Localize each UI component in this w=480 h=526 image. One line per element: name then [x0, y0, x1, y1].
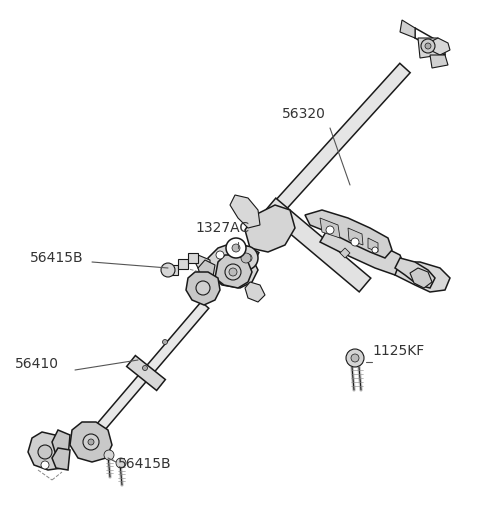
- Polygon shape: [52, 430, 70, 458]
- Circle shape: [196, 281, 210, 295]
- Circle shape: [38, 445, 52, 459]
- Circle shape: [104, 450, 114, 460]
- Polygon shape: [320, 225, 405, 275]
- Text: 1125KF: 1125KF: [372, 344, 424, 358]
- Polygon shape: [368, 238, 378, 252]
- Polygon shape: [231, 244, 259, 272]
- Circle shape: [226, 238, 246, 258]
- Polygon shape: [273, 63, 410, 213]
- Polygon shape: [70, 422, 112, 462]
- Polygon shape: [264, 198, 371, 292]
- Circle shape: [88, 439, 94, 445]
- Circle shape: [234, 246, 258, 270]
- Circle shape: [143, 366, 147, 370]
- Polygon shape: [305, 210, 392, 258]
- Circle shape: [425, 43, 431, 49]
- Polygon shape: [127, 356, 166, 390]
- Circle shape: [232, 244, 240, 252]
- Circle shape: [351, 238, 359, 246]
- Circle shape: [216, 251, 224, 259]
- Polygon shape: [52, 448, 70, 470]
- Text: 56320: 56320: [282, 107, 326, 121]
- Polygon shape: [186, 272, 220, 305]
- Polygon shape: [245, 282, 265, 302]
- Polygon shape: [28, 432, 68, 470]
- Polygon shape: [340, 248, 350, 258]
- Circle shape: [351, 354, 359, 362]
- Polygon shape: [200, 278, 215, 295]
- Text: 56410: 56410: [15, 357, 59, 371]
- Circle shape: [346, 349, 364, 367]
- Polygon shape: [400, 20, 415, 38]
- Circle shape: [372, 247, 378, 253]
- Text: 56415B: 56415B: [30, 251, 84, 265]
- Polygon shape: [430, 55, 448, 68]
- Circle shape: [83, 434, 99, 450]
- Polygon shape: [188, 253, 198, 263]
- Polygon shape: [230, 195, 260, 228]
- Polygon shape: [168, 265, 178, 275]
- Polygon shape: [348, 228, 363, 245]
- Polygon shape: [195, 255, 210, 275]
- Polygon shape: [215, 255, 252, 288]
- Circle shape: [421, 39, 435, 53]
- Circle shape: [41, 461, 49, 469]
- Polygon shape: [395, 262, 450, 292]
- Polygon shape: [245, 205, 295, 252]
- Text: 1327AC: 1327AC: [195, 221, 249, 235]
- Polygon shape: [428, 38, 450, 55]
- Polygon shape: [84, 302, 209, 445]
- Circle shape: [116, 458, 126, 468]
- Circle shape: [241, 253, 251, 263]
- Circle shape: [225, 264, 241, 280]
- Polygon shape: [178, 259, 188, 269]
- Circle shape: [161, 263, 175, 277]
- Circle shape: [244, 254, 252, 262]
- Circle shape: [163, 339, 168, 345]
- Circle shape: [229, 268, 237, 276]
- Polygon shape: [320, 218, 340, 238]
- Polygon shape: [410, 268, 432, 288]
- Polygon shape: [198, 260, 215, 282]
- Circle shape: [326, 226, 334, 234]
- Polygon shape: [208, 242, 258, 288]
- Polygon shape: [395, 258, 435, 288]
- Polygon shape: [418, 38, 440, 58]
- Text: 56415B: 56415B: [118, 457, 172, 471]
